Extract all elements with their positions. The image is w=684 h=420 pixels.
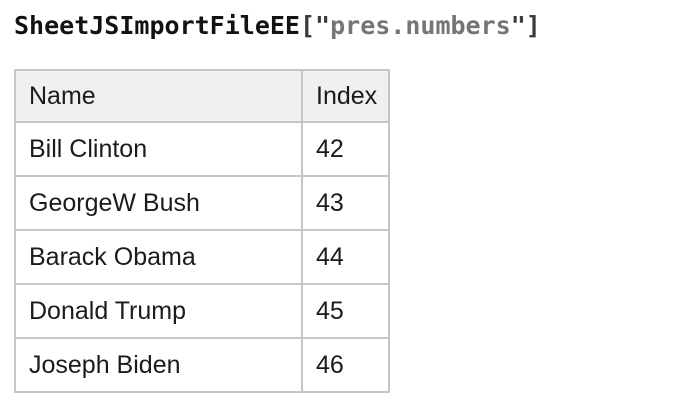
header-row: Name Index bbox=[14, 69, 390, 123]
index-cell: 45 bbox=[301, 283, 390, 339]
table-row: Donald Trump 45 bbox=[14, 283, 390, 339]
presidents-table: Name Index Bill Clinton 42 GeorgeW Bush … bbox=[14, 69, 390, 393]
open-bracket-quote: [" bbox=[299, 11, 331, 40]
table-row: GeorgeW Bush 43 bbox=[14, 175, 390, 231]
name-cell: GeorgeW Bush bbox=[14, 175, 303, 231]
index-cell: 44 bbox=[301, 229, 390, 285]
index-cell: 43 bbox=[301, 175, 390, 231]
code-expression-title: SheetJSImportFileEE["pres.numbers"] bbox=[14, 10, 684, 42]
close-quote-bracket: "] bbox=[510, 11, 541, 40]
name-cell: Donald Trump bbox=[14, 283, 303, 339]
name-cell: Barack Obama bbox=[14, 229, 303, 285]
column-header-index: Index bbox=[301, 69, 390, 123]
table-body: Bill Clinton 42 GeorgeW Bush 43 Barack O… bbox=[14, 121, 390, 393]
table-header: Name Index bbox=[14, 69, 390, 123]
table-row: Bill Clinton 42 bbox=[14, 121, 390, 177]
index-cell: 42 bbox=[301, 121, 390, 177]
table-row: Barack Obama 44 bbox=[14, 229, 390, 285]
table-row: Joseph Biden 46 bbox=[14, 337, 390, 393]
column-header-name: Name bbox=[14, 69, 303, 123]
sheet-name-string: pres.numbers bbox=[330, 11, 511, 40]
index-cell: 46 bbox=[301, 337, 390, 393]
name-cell: Joseph Biden bbox=[14, 337, 303, 393]
worksheet-identifier: SheetJSImportFileEE bbox=[14, 11, 300, 40]
name-cell: Bill Clinton bbox=[14, 121, 303, 177]
